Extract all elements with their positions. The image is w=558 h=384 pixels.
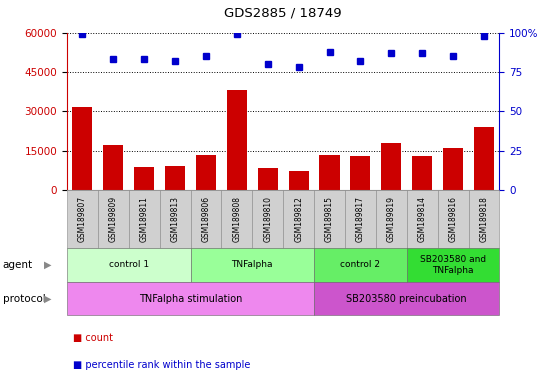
Text: ■ count: ■ count <box>73 333 113 343</box>
Text: GSM189811: GSM189811 <box>140 196 148 242</box>
Text: GSM189817: GSM189817 <box>356 196 365 242</box>
Bar <box>134 167 154 190</box>
Text: ▶: ▶ <box>44 260 51 270</box>
Bar <box>443 148 463 190</box>
Bar <box>412 156 432 190</box>
Text: control 1: control 1 <box>109 260 149 270</box>
Bar <box>227 90 247 190</box>
Bar <box>165 166 185 190</box>
Bar <box>288 171 309 190</box>
Text: SB203580 preincubation: SB203580 preincubation <box>347 293 467 304</box>
Text: GSM189819: GSM189819 <box>387 196 396 242</box>
Bar <box>103 146 123 190</box>
Text: GSM189809: GSM189809 <box>109 196 118 242</box>
Text: TNFalpha stimulation: TNFalpha stimulation <box>139 293 242 304</box>
Text: control 2: control 2 <box>340 260 381 270</box>
Text: TNFalpha: TNFalpha <box>232 260 273 270</box>
Bar <box>474 127 494 190</box>
Text: GSM189810: GSM189810 <box>263 196 272 242</box>
Text: SB203580 and
TNFalpha: SB203580 and TNFalpha <box>420 255 486 275</box>
Text: GDS2885 / 18749: GDS2885 / 18749 <box>224 7 342 20</box>
Bar <box>258 168 278 190</box>
Bar <box>350 156 371 190</box>
Bar <box>320 155 340 190</box>
Bar <box>196 155 216 190</box>
Text: ▶: ▶ <box>44 293 51 304</box>
Text: GSM189806: GSM189806 <box>201 196 210 242</box>
Text: GSM189816: GSM189816 <box>449 196 458 242</box>
Text: protocol: protocol <box>3 293 46 304</box>
Text: GSM189815: GSM189815 <box>325 196 334 242</box>
Bar <box>381 143 401 190</box>
Text: GSM189813: GSM189813 <box>171 196 180 242</box>
Text: ■ percentile rank within the sample: ■ percentile rank within the sample <box>73 360 250 370</box>
Text: GSM189818: GSM189818 <box>479 196 488 242</box>
Bar <box>73 108 93 190</box>
Text: agent: agent <box>3 260 33 270</box>
Text: GSM189808: GSM189808 <box>232 196 242 242</box>
Text: GSM189812: GSM189812 <box>294 196 303 242</box>
Text: GSM189814: GSM189814 <box>418 196 427 242</box>
Text: GSM189807: GSM189807 <box>78 196 87 242</box>
